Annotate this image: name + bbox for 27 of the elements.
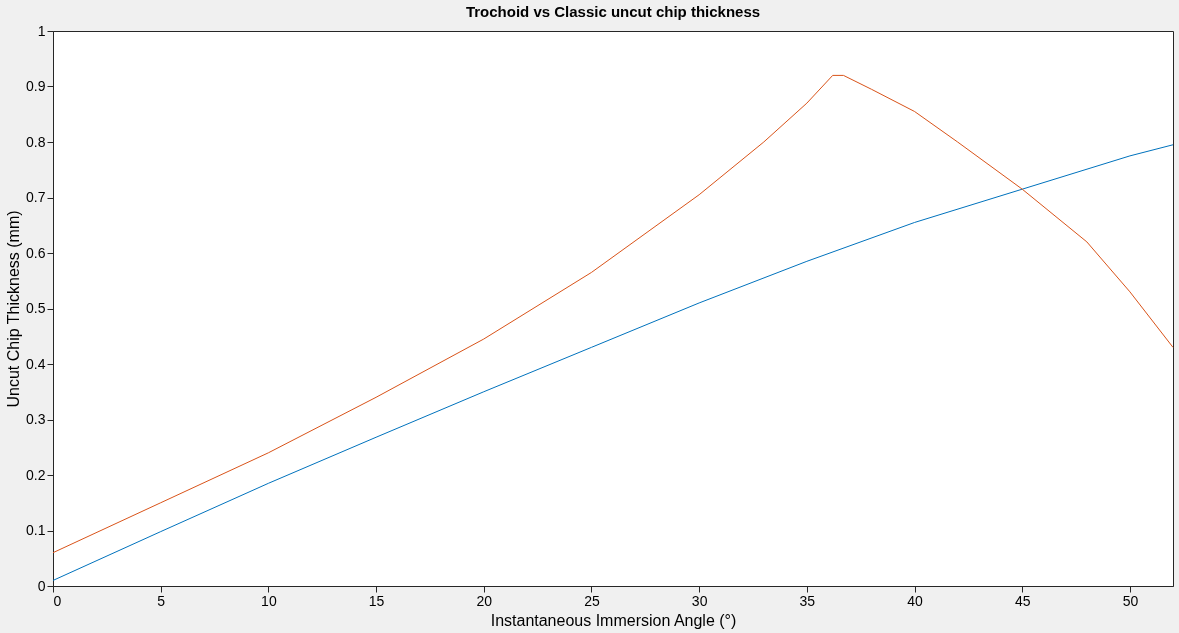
x-tick-label: 5 [157, 592, 166, 609]
x-tick-label: 30 [691, 592, 708, 609]
y-tick-label: 0.5 [26, 300, 46, 316]
y-tick-label: 0.9 [26, 78, 46, 94]
x-axis-title: Instantaneous Immersion Angle (°) [490, 611, 737, 629]
y-axis-title: Uncut Chip Thickness (mm) [5, 210, 23, 408]
x-tick-label: 10 [261, 592, 277, 609]
x-tick-label: 15 [368, 592, 385, 609]
y-tick-label: 0.4 [26, 355, 46, 372]
y-tick-label: 0.6 [26, 244, 46, 261]
y-tick-label: 1 [37, 22, 46, 39]
x-tick-label: 0 [53, 592, 62, 609]
x-tick-label: 25 [584, 592, 600, 609]
line-series [52, 74, 1174, 554]
y-tick-label: 0.8 [26, 133, 46, 150]
chart-title: Trochoid vs Classic uncut chip thickness [465, 3, 761, 20]
x-tick-label: 50 [1122, 592, 1139, 609]
x-tick-label: 20 [476, 592, 493, 609]
y-tick-label: 0.2 [26, 466, 46, 483]
x-tick-label: 40 [907, 592, 924, 609]
y-tick-label: 0.3 [26, 411, 46, 427]
line-series [52, 144, 1174, 581]
y-tick-label: 0.7 [26, 189, 46, 205]
y-tick-label: 0 [37, 577, 46, 594]
x-tick-label: 35 [799, 592, 816, 609]
y-tick-label: 0.1 [26, 522, 46, 538]
x-tick-label: 45 [1014, 592, 1031, 609]
